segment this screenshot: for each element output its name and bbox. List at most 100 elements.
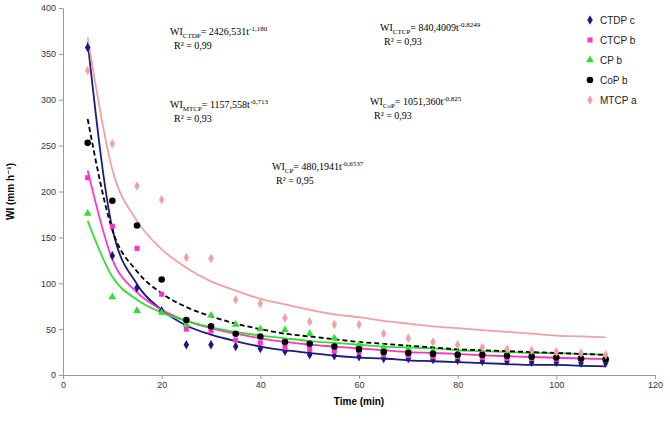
x-tick-mark (458, 375, 459, 379)
point (282, 339, 289, 346)
y-tick-mark (59, 375, 63, 376)
point (356, 320, 361, 329)
y-tick-label: 350 (41, 49, 56, 59)
equation-r2: R² = 0,93 (374, 110, 412, 121)
point (85, 66, 90, 75)
point (331, 343, 338, 350)
point (256, 325, 264, 332)
plot-area (84, 37, 610, 367)
legend-item: CoP b (587, 75, 628, 86)
chart: 020406080100120050100150200250300350400T… (0, 0, 670, 423)
equation: WICP= 480,1941t-0,6537R² = 0,95 (272, 160, 364, 186)
equation-text: WICTCP= 840,4009t-0,8249 (380, 21, 481, 36)
equation-label: WI (272, 161, 285, 172)
point (307, 347, 312, 352)
legend-item: CTDP c (587, 15, 635, 26)
equation-sub: CoP (383, 102, 395, 110)
point (258, 299, 263, 308)
y-tick-mark (59, 237, 63, 238)
equation-body: = 1051,360t (395, 96, 444, 107)
point (554, 347, 559, 356)
y-tick: 200 (41, 187, 63, 197)
x-tick-label: 100 (549, 380, 564, 390)
x-tick-label: 0 (61, 380, 66, 390)
y-tick-label: 200 (41, 187, 56, 197)
legend-symbol (587, 15, 592, 24)
point (84, 209, 92, 216)
point (158, 308, 166, 315)
y-tick-mark (59, 192, 63, 193)
x-tick: 0 (61, 375, 66, 390)
point (430, 351, 437, 358)
y-tick-mark (59, 146, 63, 147)
point (110, 139, 115, 148)
point (332, 320, 337, 329)
x-tick: 120 (648, 375, 663, 390)
point (233, 342, 238, 351)
x-tick-label: 80 (453, 380, 463, 390)
point (455, 340, 460, 349)
point (257, 333, 264, 340)
point (184, 253, 189, 262)
point (134, 222, 141, 229)
equation-sub: CP (285, 167, 294, 175)
point (85, 175, 90, 180)
equation-text: WICP= 480,1941t-0,6537 (272, 160, 364, 175)
legend-label: MTCP a (600, 95, 637, 106)
equation-body: = 2426,531t (201, 26, 250, 37)
point (307, 317, 312, 326)
y-axis-line (63, 9, 64, 376)
point (232, 320, 240, 327)
x-tick-mark (260, 375, 261, 379)
y-tick-label: 150 (41, 233, 56, 243)
point (134, 181, 139, 190)
point (233, 295, 238, 304)
point (84, 140, 91, 147)
point (578, 348, 583, 357)
x-tick: 60 (354, 375, 364, 390)
equation-text: WIMTCP= 1157,558t-0,713 (170, 98, 268, 113)
fit-curve (88, 42, 606, 366)
point (110, 251, 115, 260)
x-tick-mark (359, 375, 360, 379)
x-tick-label: 20 (157, 380, 167, 390)
y-tick-mark (59, 283, 63, 284)
point (208, 340, 213, 349)
equation-exp: -1,180 (249, 25, 268, 33)
point (134, 246, 139, 251)
point (258, 340, 263, 345)
fit-curve (88, 37, 606, 337)
x-tick-label: 120 (648, 380, 663, 390)
point (504, 345, 509, 354)
y-axis: 050100150200250300350400 (41, 3, 64, 380)
y-tick: 250 (41, 141, 63, 151)
point (184, 327, 189, 332)
point (281, 326, 289, 333)
point (454, 352, 461, 359)
x-tick: 20 (157, 375, 167, 390)
legend-symbol (587, 37, 592, 42)
point (381, 329, 386, 338)
fit-curve (88, 221, 606, 355)
point (159, 292, 164, 297)
y-tick-mark (59, 100, 63, 101)
equation-r2: R² = 0,93 (174, 113, 212, 124)
point (306, 329, 314, 336)
x-tick-label: 40 (256, 380, 266, 390)
point (356, 346, 363, 353)
point (282, 313, 287, 322)
point (134, 283, 139, 292)
point (406, 334, 411, 343)
equation-body: = 480,1941t (293, 161, 342, 172)
y-tick-label: 50 (46, 325, 56, 335)
x-tick-mark (162, 375, 163, 379)
equation-exp: -0,6537 (342, 160, 364, 168)
legend-item: CTCP b (587, 35, 635, 46)
point (480, 343, 485, 352)
x-tick-mark (556, 375, 557, 379)
equation-label: WI (380, 22, 393, 33)
y-tick-mark (59, 54, 63, 55)
fit-curve (88, 170, 606, 359)
y-tick-label: 300 (41, 95, 56, 105)
point (159, 195, 164, 204)
